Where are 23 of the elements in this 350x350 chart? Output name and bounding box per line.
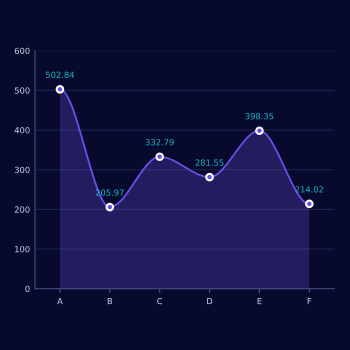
y-tick-label: 500 bbox=[14, 87, 30, 94]
y-tick-label: 400 bbox=[14, 127, 30, 134]
y-tick-label: 600 bbox=[14, 48, 30, 54]
data-label: 281.55 bbox=[196, 159, 224, 166]
point bbox=[56, 84, 64, 94]
x-tick-label: E bbox=[258, 298, 262, 304]
point bbox=[205, 172, 214, 182]
x-tick-label: C bbox=[157, 298, 162, 304]
y-tick-label: 300 bbox=[14, 166, 30, 174]
y-tick-label: 0 bbox=[25, 286, 30, 292]
x-tick-label: D bbox=[207, 298, 212, 304]
point bbox=[155, 152, 164, 162]
data-label: 398.35 bbox=[245, 113, 274, 120]
data-label: 332.79 bbox=[146, 139, 174, 146]
x-tick-label: F bbox=[308, 298, 312, 304]
x-tick-label: A bbox=[57, 298, 63, 304]
y-tick-label: 100 bbox=[15, 246, 30, 252]
x-tick-label: B bbox=[108, 298, 112, 304]
point bbox=[106, 202, 114, 212]
point bbox=[305, 200, 314, 208]
point bbox=[255, 126, 264, 136]
y-tick-label: 200 bbox=[14, 206, 30, 213]
data-label: 502.84 bbox=[46, 72, 74, 78]
